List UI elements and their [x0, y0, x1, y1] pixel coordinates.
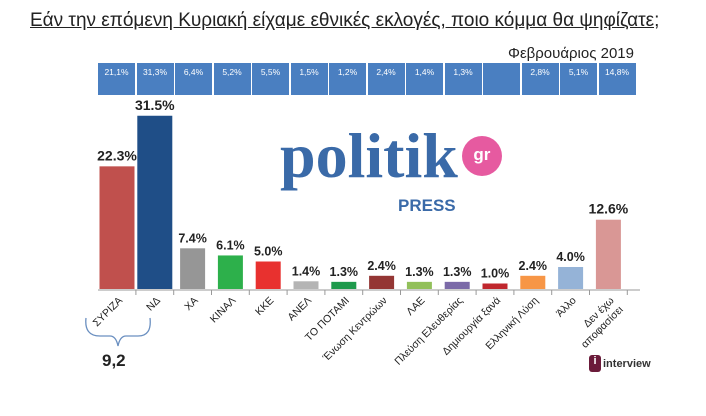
data-label: 5.0%: [254, 245, 283, 259]
previous-poll-row: 21,1% 31,3% 6,4% 5,2% 5,5% 1,5% 1,2% 2,4% 1,4% 1,…: [98, 63, 637, 95]
data-label: 7.4%: [178, 231, 207, 245]
bar: [137, 115, 173, 289]
category-label: Άλλο: [554, 295, 579, 320]
category-label: ΝΔ: [144, 295, 163, 314]
bar: [520, 275, 546, 289]
previous-poll-cell: 5,2%: [213, 63, 251, 95]
brace-difference-label: 9,2: [102, 351, 126, 370]
previous-poll-cell: 2,4%: [367, 63, 405, 95]
previous-poll-cell: 6,4%: [175, 63, 212, 95]
previous-poll-cell: 21,1%: [98, 63, 135, 95]
bar: [406, 281, 432, 289]
category-label: ΧΑ: [182, 295, 200, 313]
bar: [255, 261, 281, 289]
bar: [444, 281, 470, 289]
data-label: 6.1%: [216, 238, 245, 252]
data-label: 1.3%: [405, 265, 434, 279]
category-label: ΚΚΕ: [253, 295, 276, 318]
previous-poll-cell: 1,5%: [290, 63, 328, 95]
bar: [595, 219, 621, 289]
previous-poll-cell: 14,8%: [598, 63, 636, 95]
interview-logo-icon: i: [589, 355, 601, 372]
data-label: 31.5%: [135, 97, 175, 113]
previous-poll-cell: 1,4%: [406, 63, 443, 95]
previous-poll-cell: 2,8%: [521, 63, 559, 95]
brace: [85, 317, 151, 347]
pollster-name: interview: [603, 357, 651, 370]
category-label: ΣΥΡΙΖΑ: [91, 295, 126, 330]
data-label: 1.3%: [330, 265, 359, 279]
category-label: Πλεύση Ελευθερίας: [392, 295, 465, 368]
bar: [482, 283, 508, 289]
data-label: 1.3%: [443, 265, 472, 279]
logo-row: politik gr: [280, 124, 520, 188]
previous-poll-cell: 5,5%: [252, 63, 289, 95]
data-label: 2.4%: [367, 259, 396, 273]
bar: [369, 275, 395, 289]
previous-poll-cell: [483, 63, 520, 95]
data-label: 2.4%: [519, 259, 548, 273]
bar: [217, 255, 243, 289]
data-label: 22.3%: [97, 147, 137, 163]
bar: [331, 281, 357, 289]
politik-logo: politik gr PRESS: [280, 124, 520, 224]
interview-logo: i interview: [589, 355, 651, 372]
logo-main-text: politik: [280, 120, 458, 191]
previous-poll-cell: 1,3%: [444, 63, 482, 95]
date-label: Φεβρουάριος 2019: [507, 45, 634, 62]
category-label: ΑΝΕΛ: [285, 295, 314, 324]
category-label: ΛΑΕ: [404, 295, 427, 318]
data-label: 1.0%: [481, 267, 510, 281]
data-label: 12.6%: [589, 201, 629, 217]
category-label: ΚΙΝΑΛ: [208, 295, 239, 326]
bar: [180, 248, 206, 289]
bar: [99, 166, 135, 289]
bar: [558, 267, 584, 289]
logo-badge: gr: [461, 136, 502, 176]
data-label: 1.4%: [292, 264, 321, 278]
category-label: Ένωση Κεντρώων: [320, 295, 390, 365]
previous-poll-cell: 5,1%: [560, 63, 597, 95]
data-label: 4.0%: [556, 250, 585, 264]
previous-poll-cell: 31,3%: [136, 63, 174, 95]
chart-title: Εάν την επόμενη Κυριακή είχαμε εθνικές ε…: [30, 10, 660, 31]
logo-sub-text: PRESS: [398, 196, 456, 215]
bar: [293, 281, 319, 289]
previous-poll-cell: 1,2%: [329, 63, 366, 95]
